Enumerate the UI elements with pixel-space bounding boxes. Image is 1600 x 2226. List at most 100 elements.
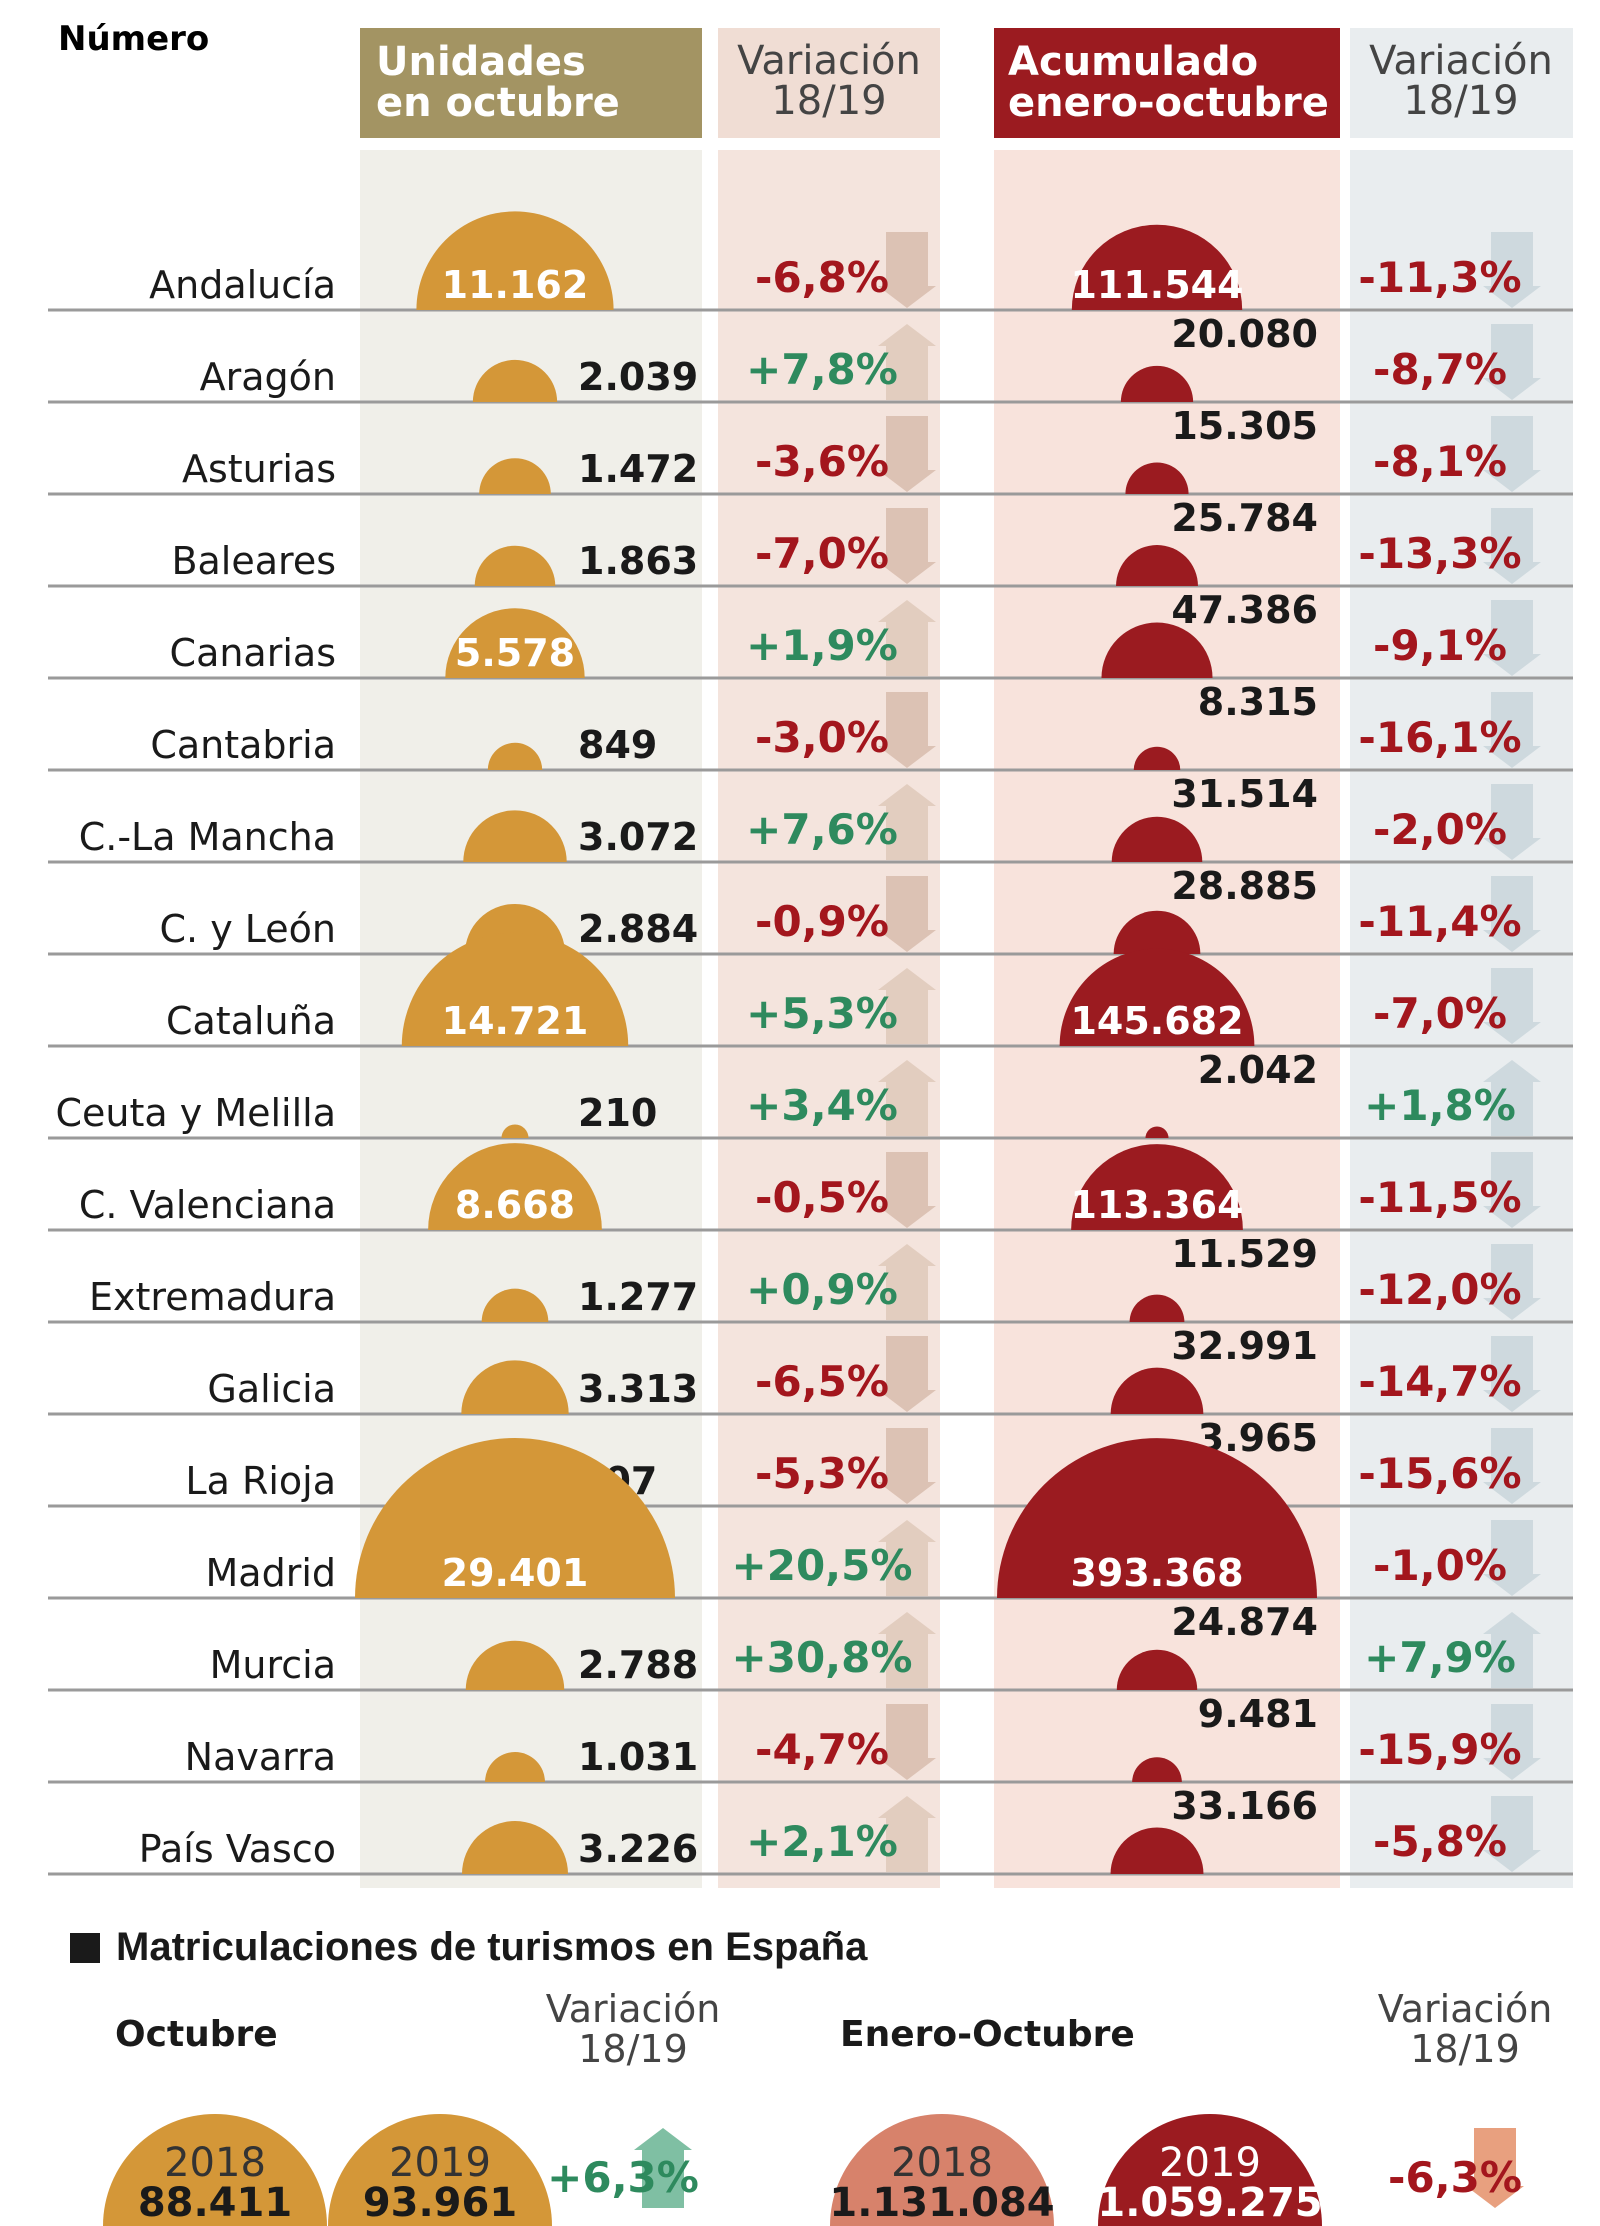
table-row: Baleares 1.863 -7,0% 25.784 -13,3% — [48, 496, 1573, 588]
acum-value: 15.305 — [1171, 404, 1318, 448]
variation-oct-arrow-icon — [878, 784, 936, 860]
acum-semicircle — [1116, 545, 1198, 586]
acum-semicircle — [1132, 1757, 1182, 1782]
variation-acum-value: +7,9% — [1364, 1633, 1516, 1682]
summary-2018-value: 1.131.084 — [829, 2180, 1054, 2226]
variation-acum-value: -2,0% — [1373, 805, 1507, 854]
variation-oct-arrow-icon — [878, 1152, 936, 1228]
region-label: C. Valenciana — [79, 1183, 336, 1227]
acum-value: 24.874 — [1171, 1600, 1318, 1644]
col4-header-line1: Variación — [1369, 38, 1553, 84]
oct-value: 210 — [578, 1091, 657, 1135]
variation-acum-arrow-icon — [1483, 600, 1541, 676]
variation-oct-value: +7,6% — [746, 805, 898, 854]
region-label: C.-La Mancha — [79, 815, 336, 859]
variation-oct-arrow-icon — [878, 1796, 936, 1872]
col2-header-box — [718, 28, 940, 138]
acum-value: 47.386 — [1171, 588, 1318, 632]
region-label: C. y León — [160, 907, 336, 951]
variation-acum-arrow-icon — [1483, 232, 1541, 308]
summary-period-label: Enero-Octubre — [840, 2014, 1135, 2055]
variation-oct-value: -7,0% — [755, 529, 889, 578]
region-label: La Rioja — [185, 1459, 336, 1503]
variation-acum-value: -11,3% — [1358, 253, 1521, 302]
variation-acum-arrow-icon — [1483, 1520, 1541, 1596]
region-label: Canarias — [170, 631, 336, 675]
variation-oct-value: -6,5% — [755, 1357, 889, 1406]
table-row: Navarra 1.031 -4,7% 9.481 -15,9% — [48, 1692, 1573, 1784]
summary-variation-label: 18/19 — [578, 2027, 688, 2071]
region-label: País Vasco — [139, 1827, 336, 1871]
variation-oct-value: +3,4% — [746, 1081, 898, 1130]
acum-value: 393.368 — [1070, 1551, 1243, 1595]
table-row: Asturias 1.472 -3,6% 15.305 -8,1% — [48, 404, 1573, 496]
table-row: País Vasco 3.226 +2,1% 33.166 -5,8% — [48, 1784, 1573, 1876]
oct-semicircle — [462, 1821, 568, 1874]
oct-value: 3.313 — [578, 1367, 698, 1411]
acum-semicircle — [1145, 1126, 1169, 1138]
oct-value: 3.072 — [578, 815, 698, 859]
oct-semicircle — [428, 1143, 602, 1230]
variation-acum-arrow-icon — [1483, 1704, 1541, 1780]
acum-value: 2.042 — [1198, 1048, 1318, 1092]
variation-acum-value: -14,7% — [1358, 1357, 1521, 1406]
variation-oct-value: +30,8% — [732, 1633, 913, 1682]
rows-layer: Andalucía 11.162 -6,8% 111.544 -11,3% Aragón 2… — [48, 211, 1573, 1876]
variation-oct-value: -5,3% — [755, 1449, 889, 1498]
acum-semicircle — [1133, 746, 1181, 770]
region-label: Murcia — [210, 1643, 336, 1687]
variation-oct-value: +1,9% — [746, 621, 898, 670]
variation-oct-arrow-icon — [878, 600, 936, 676]
acum-semicircle — [1111, 816, 1203, 862]
variation-acum-arrow-icon — [1483, 1244, 1541, 1320]
summary-layer: Octubre201888.411201993.961Variación18/1… — [103, 1987, 1552, 2226]
col1-header-line1: Unidades — [376, 39, 586, 85]
variation-acum-arrow-icon — [1483, 508, 1541, 584]
oct-value: 1.863 — [578, 539, 698, 583]
summary-2018-semicircle — [103, 2114, 327, 2226]
variation-acum-value: -8,7% — [1373, 345, 1507, 394]
region-label: Ceuta y Melilla — [55, 1091, 336, 1135]
summary-variation-value: -6,3% — [1388, 2153, 1522, 2202]
oct-value: 2.884 — [578, 907, 698, 951]
summary-2018-semicircle — [830, 2114, 1054, 2226]
variation-acum-value: -7,0% — [1373, 989, 1507, 1038]
variation-oct-value: +2,1% — [746, 1817, 898, 1866]
oct-value: 5.578 — [455, 631, 575, 675]
oct-value: 1.031 — [578, 1735, 698, 1779]
variation-oct-value: +7,8% — [746, 345, 898, 394]
oct-semicircle — [474, 545, 556, 586]
variation-oct-value: -0,9% — [755, 897, 889, 946]
numero-label: Número — [58, 19, 209, 59]
acum-semicircle — [1113, 910, 1201, 954]
acum-semicircle — [1129, 1294, 1185, 1322]
variation-acum-arrow-icon — [1483, 692, 1541, 768]
acum-value: 113.364 — [1070, 1183, 1243, 1227]
acum-value: 8.315 — [1198, 680, 1318, 724]
region-label: Navarra — [185, 1735, 336, 1779]
oct-semicircle — [463, 810, 567, 862]
oct-value: 2.039 — [578, 355, 698, 399]
acum-semicircle — [997, 1438, 1317, 1598]
variation-acum-arrow-icon — [1483, 1336, 1541, 1412]
variation-acum-value: -8,1% — [1373, 437, 1507, 486]
variation-acum-value: -12,0% — [1358, 1265, 1521, 1314]
acum-value: 9.481 — [1198, 1692, 1318, 1736]
col2-header-line1: Variación — [737, 38, 921, 84]
variation-acum-value: -5,8% — [1373, 1817, 1507, 1866]
table-row: C.-La Mancha 3.072 +7,6% 31.514 -2,0% — [48, 772, 1573, 864]
summary-variation-label: Variación — [1378, 1987, 1553, 2031]
oct-semicircle — [472, 359, 558, 402]
variation-oct-value: +0,9% — [746, 1265, 898, 1314]
col1-header-line2: en octubre — [376, 80, 620, 126]
variation-acum-arrow-icon — [1483, 876, 1541, 952]
variation-oct-arrow-icon — [878, 1244, 936, 1320]
oct-value: 1.277 — [578, 1275, 698, 1319]
acum-value: 31.514 — [1171, 772, 1318, 816]
summary-2019-semicircle — [328, 2114, 552, 2226]
summary-section-title: Matriculaciones de turismos en España — [70, 1925, 867, 1970]
variation-acum-value: -11,5% — [1358, 1173, 1521, 1222]
square-bullet-icon — [70, 1932, 100, 1963]
oct-semicircle — [487, 742, 543, 770]
